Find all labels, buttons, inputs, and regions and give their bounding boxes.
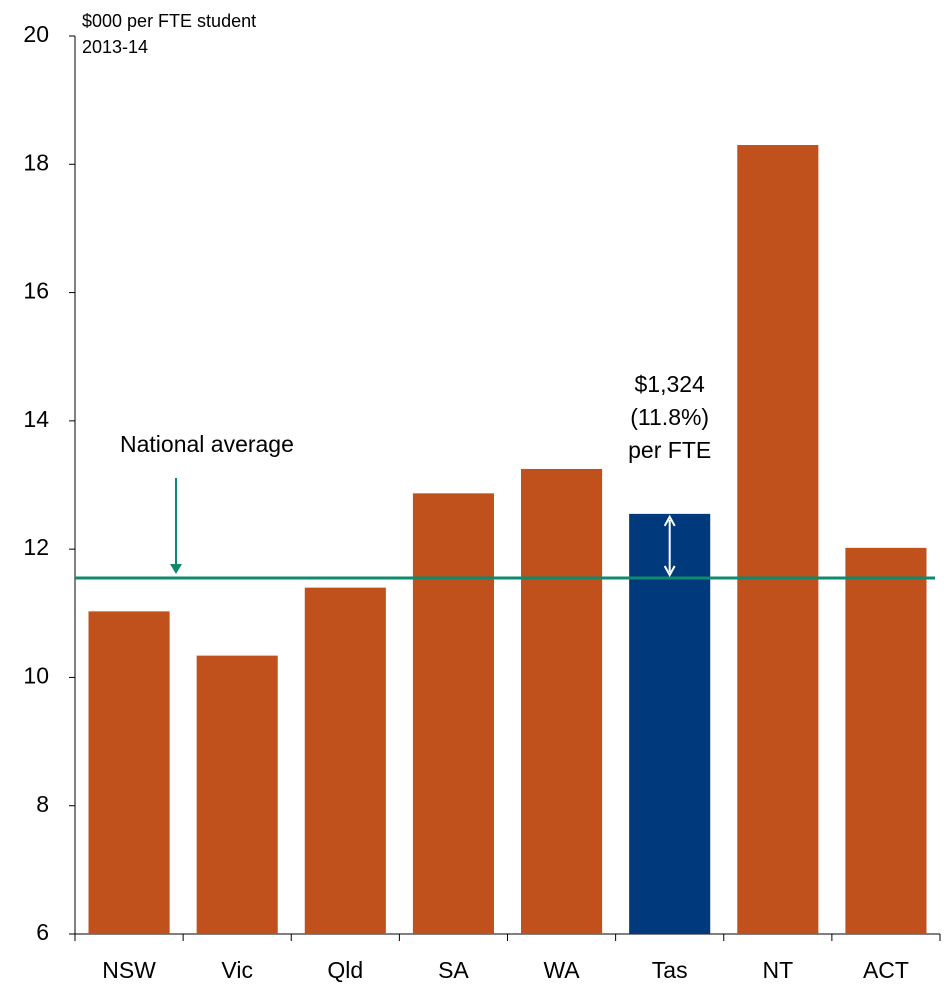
x-tick-label: NT [762, 957, 793, 983]
x-tick-label: Qld [327, 957, 363, 983]
bar [845, 547, 927, 934]
annotation: $1,324 [635, 371, 706, 397]
x-tick-label: Vic [221, 957, 253, 983]
x-tick-label: WA [543, 957, 580, 983]
difference-arrowhead [663, 565, 676, 578]
bar [412, 493, 494, 934]
reference-label: National average [120, 431, 294, 457]
bar [196, 655, 278, 934]
y-axis-label: $000 per FTE student [82, 11, 256, 31]
bar [629, 513, 711, 934]
subtitle: 2013-14 [82, 37, 148, 57]
bar [521, 468, 603, 934]
bar [304, 587, 386, 934]
x-tick-label: NSW [102, 957, 156, 983]
y-tick-label: 6 [36, 919, 49, 945]
bar [88, 611, 170, 934]
y-tick-label: 18 [23, 149, 49, 175]
bar [737, 145, 819, 935]
y-tick-label: 10 [23, 663, 49, 689]
y-tick-label: 14 [23, 406, 49, 432]
y-tick-label: 16 [23, 278, 49, 304]
x-tick-label: SA [438, 957, 469, 983]
annotation: per FTE [628, 437, 711, 463]
reference-arrowhead [170, 564, 182, 575]
x-tick-label: ACT [863, 957, 909, 983]
y-tick-label: 8 [36, 791, 49, 817]
annotation: (11.8%) [630, 404, 709, 430]
difference-arrowhead [663, 514, 676, 527]
y-tick-label: 20 [23, 21, 49, 47]
x-tick-label: Tas [652, 957, 688, 983]
y-tick-label: 12 [23, 534, 49, 560]
